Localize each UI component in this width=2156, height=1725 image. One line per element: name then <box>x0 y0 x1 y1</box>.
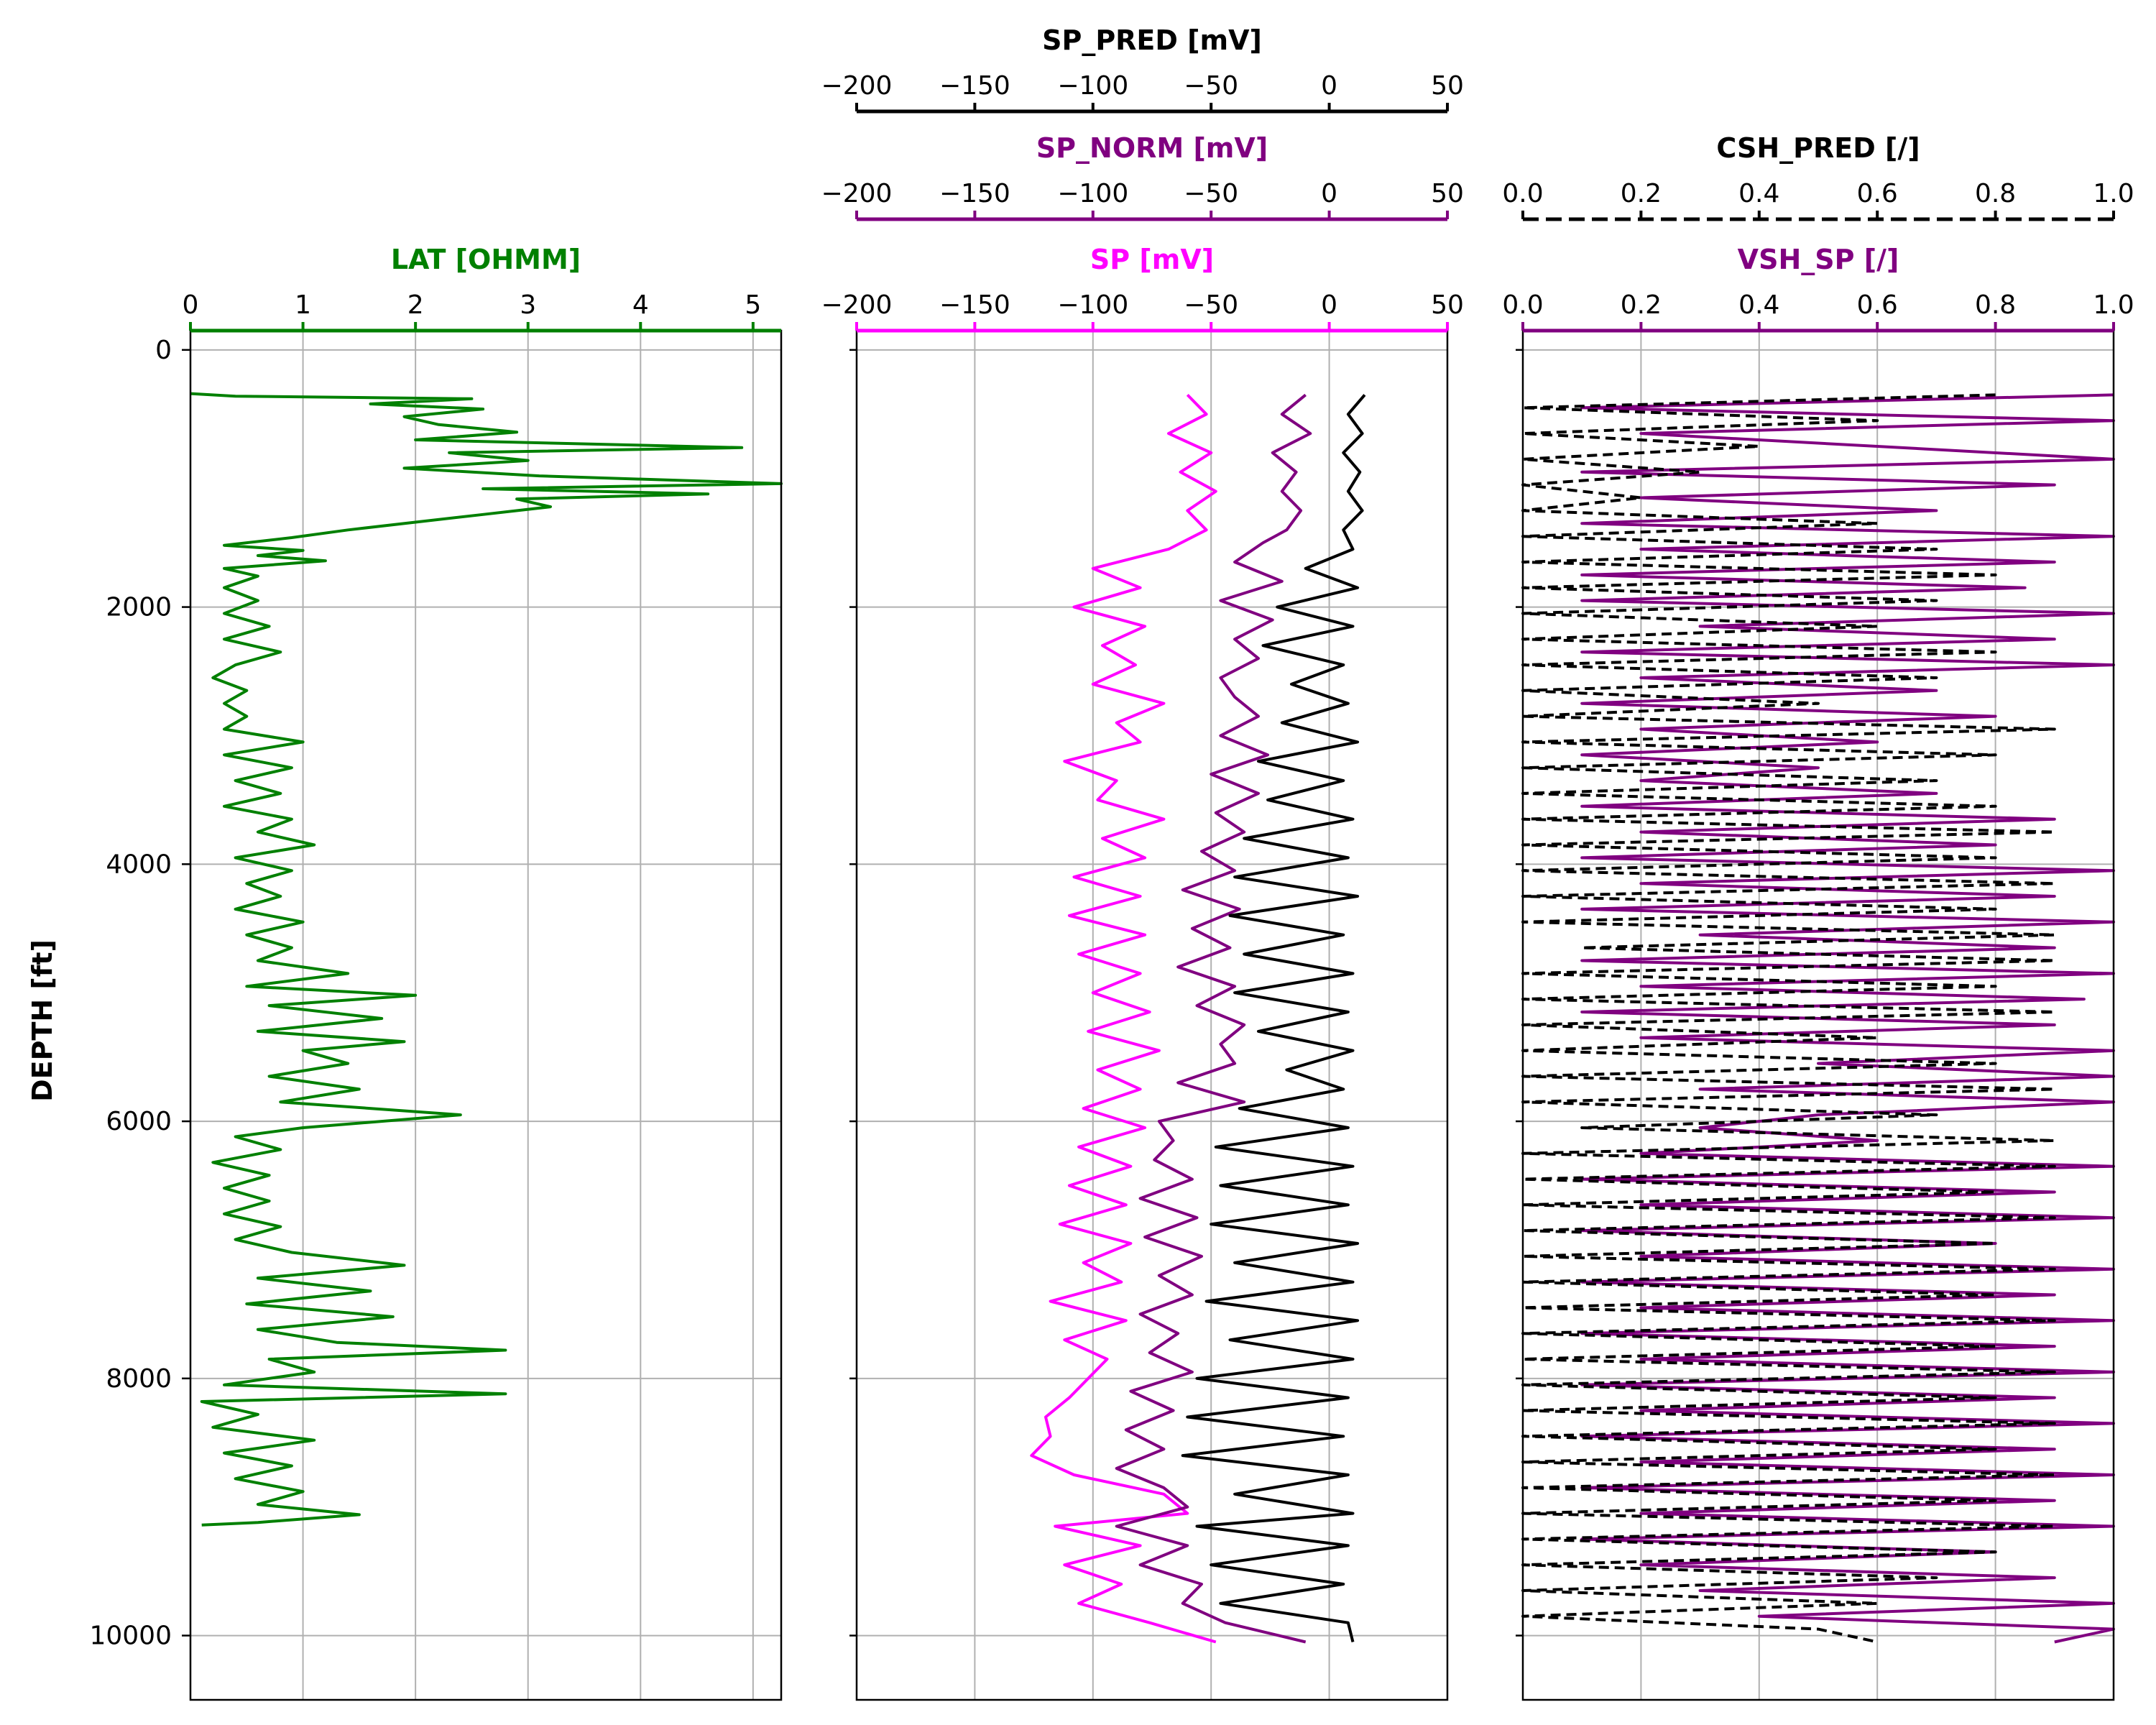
axis-tick-label: −50 <box>1184 71 1238 101</box>
axis-tick-label: 1.0 <box>2093 179 2134 208</box>
axis-tick-label: −150 <box>939 71 1010 101</box>
depth-tick-label: 0 <box>155 336 172 365</box>
axis-tick-label: −150 <box>939 179 1010 208</box>
axis-sp: −200 −150 −100 −50 0 50 SP [mV] <box>821 244 1464 333</box>
axis-tick-label: 0.2 <box>1621 179 1662 208</box>
axis-tick-label: −50 <box>1184 179 1238 208</box>
axis-title: SP [mV] <box>1090 244 1214 275</box>
axis-tick-label: 50 <box>1431 71 1464 101</box>
axis-tick-label: −200 <box>821 179 893 208</box>
axis-tick-label: −100 <box>1057 290 1128 320</box>
axis-vsh-sp: 0.0 0.2 0.4 0.6 0.8 1.0 VSH_SP [/] <box>1502 244 2134 333</box>
curve-sp <box>1030 394 1217 1644</box>
depth-axis-title: DEPTH [ft] <box>27 939 58 1102</box>
axis-tick-label: 0.6 <box>1857 179 1898 208</box>
axis-tick-label: 0.0 <box>1502 290 1543 320</box>
axis-lat: 0 1 2 3 4 5 LAT [OHMM] <box>183 244 781 333</box>
depth-tick-label: 4000 <box>106 850 172 879</box>
depth-tick-label: 6000 <box>106 1107 172 1136</box>
axis-csh-pred: 0.0 0.2 0.4 0.6 0.8 1.0 CSH_PRED [/] <box>1502 132 2134 221</box>
axis-layer: 0 2000 4000 6000 8000 10000 0 1 2 3 4 5 LAT [OHMM] −2… <box>89 24 2134 1651</box>
track-frame <box>189 329 783 1701</box>
axis-tick-label: −150 <box>939 290 1010 320</box>
curve-sp-norm <box>1115 393 1312 1644</box>
axis-title: VSH_SP [/] <box>1738 244 1899 275</box>
axis-title: LAT [OHMM] <box>391 244 581 275</box>
axis-tick-label: 0.8 <box>1975 179 2016 208</box>
track-frame <box>855 329 1449 1701</box>
axis-tick-label: 2 <box>407 290 424 320</box>
axis-tick-label: 50 <box>1431 290 1464 320</box>
depth-tick-label: 10000 <box>89 1622 172 1651</box>
axis-tick-label: 0.6 <box>1857 290 1898 320</box>
axis-title: SP_NORM [mV] <box>1036 132 1268 164</box>
axis-tick-label: 0.4 <box>1738 290 1779 320</box>
axis-sp-pred: −200 −150 −100 −50 0 50 SP_PRED [mV] <box>821 24 1464 114</box>
axis-tick-label: 0.2 <box>1621 290 1662 320</box>
curve-lat <box>190 392 783 1527</box>
curve-csh-pred <box>1521 393 2056 1644</box>
axis-tick-label: −50 <box>1184 290 1238 320</box>
axis-tick-label: −200 <box>821 71 893 101</box>
axis-tick-label: 3 <box>520 290 536 320</box>
axis-tick-label: 0.4 <box>1738 179 1779 208</box>
axis-tick-label: −100 <box>1057 179 1128 208</box>
axis-tick-label: −200 <box>821 290 893 320</box>
axis-title: CSH_PRED [/] <box>1716 132 1920 164</box>
axis-tick-label: 0.0 <box>1502 179 1543 208</box>
depth-tick-label: 2000 <box>106 593 172 622</box>
axis-tick-label: 0.8 <box>1975 290 2016 320</box>
curve-layer <box>190 392 2115 1644</box>
depth-tick-label: 8000 <box>106 1364 172 1394</box>
axis-tick-label: 1.0 <box>2093 290 2134 320</box>
axis-tick-label: 5 <box>745 290 761 320</box>
axis-tick-label: 0 <box>1321 179 1337 208</box>
axis-tick-label: −100 <box>1057 71 1128 101</box>
axis-tick-label: 0 <box>1321 71 1337 101</box>
axis-tick-label: 0 <box>1321 290 1337 320</box>
axis-tick-label: 0 <box>183 290 199 320</box>
curve-vsh-sp <box>1580 393 2115 1644</box>
curve-sp-pred <box>1181 394 1366 1642</box>
axis-title: SP_PRED [mV] <box>1042 24 1262 56</box>
axis-tick-label: 50 <box>1431 179 1464 208</box>
axis-tick-label: 4 <box>632 290 649 320</box>
axis-tick-label: 1 <box>295 290 311 320</box>
axis-sp-norm: −200 −150 −100 −50 0 50 SP_NORM [mV] <box>821 132 1464 221</box>
